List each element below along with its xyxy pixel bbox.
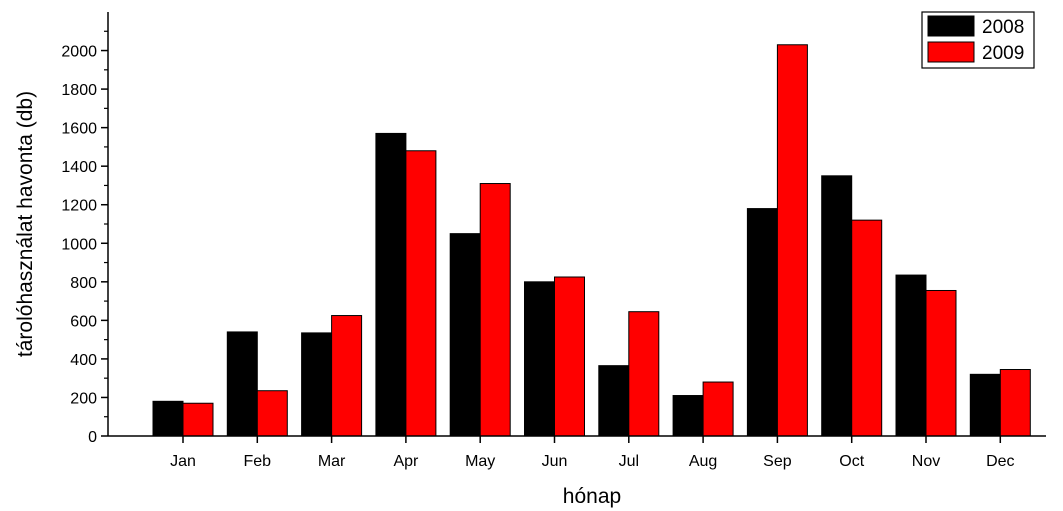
bar-2009-mar <box>332 316 362 436</box>
bar-2009-apr <box>406 151 436 436</box>
bar-2008-mar <box>302 333 332 436</box>
legend-swatch-2008 <box>928 16 974 36</box>
x-tick-label: Sep <box>763 453 792 470</box>
x-tick-label: Oct <box>839 453 864 470</box>
bar-2008-aug <box>673 396 703 436</box>
bar-2008-feb <box>227 332 257 436</box>
x-tick-label: Jan <box>170 453 196 470</box>
y-tick-label: 1400 <box>61 159 97 176</box>
x-tick-label: Aug <box>689 453 717 470</box>
y-tick-label: 1600 <box>61 121 97 138</box>
bar-2009-oct <box>852 220 882 436</box>
x-tick-label: Mar <box>318 453 346 470</box>
x-tick-label: May <box>465 453 495 470</box>
bar-2008-sep <box>747 209 777 436</box>
bar-2009-nov <box>926 290 956 436</box>
x-tick-label: Apr <box>393 453 419 470</box>
bar-2008-dec <box>970 374 1000 436</box>
bar-2009-jun <box>555 277 585 436</box>
y-tick-label: 0 <box>88 429 97 446</box>
bar-2009-aug <box>703 382 733 436</box>
bar-2009-sep <box>777 45 807 436</box>
bar-2008-jan <box>153 401 183 436</box>
bar-2009-jan <box>183 403 213 436</box>
bar-2008-jun <box>525 282 555 436</box>
y-tick-label: 600 <box>70 313 97 330</box>
x-tick-label: Nov <box>912 453 940 470</box>
bar-2008-oct <box>822 176 852 436</box>
x-axis-ticks: Jan Feb Mar Apr May Jun Jul Aug Sep Oct Nov Dec <box>170 436 1014 470</box>
y-tick-label: 1200 <box>61 198 97 215</box>
bars-layer <box>153 45 1030 436</box>
y-axis-ticks: 0 200 400 600 800 1000 1200 1400 1600 1800 2000 <box>61 31 108 446</box>
x-tick-label: Jul <box>619 453 639 470</box>
x-tick-label: Dec <box>986 453 1014 470</box>
legend: 2008 2009 <box>922 12 1034 68</box>
bar-2009-may <box>480 184 510 436</box>
y-tick-label: 2000 <box>61 44 97 61</box>
y-tick-label: 1800 <box>61 82 97 99</box>
legend-swatch-2009 <box>928 42 974 62</box>
legend-label-2008: 2008 <box>982 17 1024 38</box>
y-tick-label: 800 <box>70 275 97 292</box>
bar-2008-nov <box>896 275 926 436</box>
y-tick-label: 400 <box>70 352 97 369</box>
x-tick-label: Feb <box>244 453 272 470</box>
x-axis-title: hónap <box>563 485 621 508</box>
bar-2008-jul <box>599 366 629 436</box>
bar-2008-apr <box>376 133 406 436</box>
y-axis-title: tárolóhasználat havonta (db) <box>14 91 37 357</box>
bar-2009-jul <box>629 312 659 436</box>
x-tick-label: Jun <box>542 453 568 470</box>
bar-2008-may <box>450 234 480 436</box>
bar-2009-feb <box>257 391 287 436</box>
legend-label-2009: 2009 <box>982 43 1024 64</box>
y-tick-label: 200 <box>70 390 97 407</box>
bar-2009-dec <box>1000 370 1030 436</box>
y-tick-label: 1000 <box>61 236 97 253</box>
